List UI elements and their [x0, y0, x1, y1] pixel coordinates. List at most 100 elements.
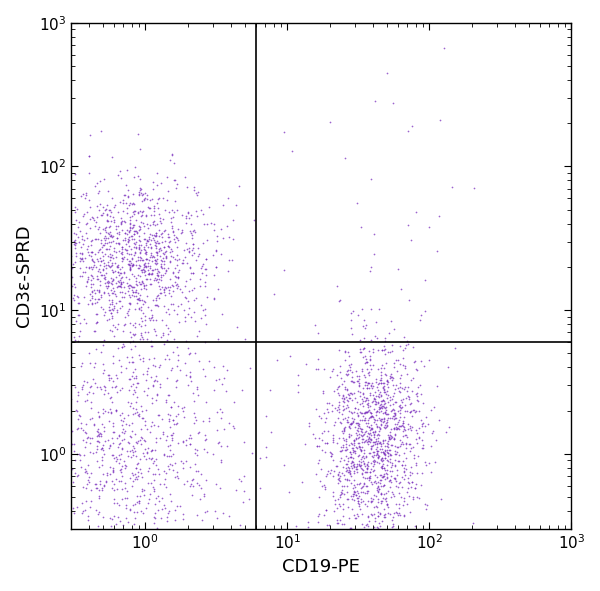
Point: [351, 463, 361, 472]
Point: [169, 286, 178, 296]
Point: [117, 244, 127, 254]
Point: [159, 256, 169, 266]
Point: [347, 456, 357, 466]
Point: [138, 218, 148, 228]
Point: [378, 378, 388, 388]
Point: [210, 506, 220, 516]
Point: [386, 369, 396, 379]
Point: [186, 376, 196, 385]
Point: [86, 241, 96, 250]
Point: [343, 369, 353, 378]
Point: [387, 522, 397, 531]
Point: [367, 381, 376, 391]
Point: [95, 245, 105, 254]
Point: [363, 398, 373, 408]
Point: [155, 244, 164, 254]
Point: [127, 269, 137, 278]
Point: [386, 431, 396, 441]
Point: [412, 425, 421, 434]
Point: [115, 296, 124, 306]
Point: [143, 242, 152, 252]
Point: [190, 228, 199, 237]
Point: [361, 372, 370, 381]
Point: [137, 266, 146, 275]
Point: [117, 462, 127, 471]
Point: [314, 517, 323, 527]
Point: [364, 423, 373, 432]
Point: [332, 504, 342, 513]
Point: [358, 304, 367, 314]
Point: [184, 434, 194, 443]
Point: [96, 444, 106, 454]
Point: [397, 402, 406, 412]
Point: [334, 467, 344, 476]
Point: [228, 234, 238, 243]
Point: [86, 262, 96, 272]
Point: [310, 433, 320, 443]
Point: [129, 251, 139, 260]
Point: [173, 310, 182, 319]
Point: [137, 472, 147, 482]
Point: [363, 486, 373, 495]
Point: [404, 479, 414, 488]
Point: [266, 427, 275, 437]
Point: [372, 449, 382, 458]
Point: [409, 443, 418, 452]
Point: [356, 430, 365, 440]
Point: [350, 423, 359, 432]
Point: [86, 403, 96, 413]
Point: [137, 190, 147, 200]
Point: [125, 219, 135, 228]
Point: [77, 361, 86, 371]
Point: [88, 413, 97, 423]
Point: [359, 446, 368, 455]
Point: [177, 288, 187, 297]
Point: [168, 268, 178, 278]
Point: [151, 300, 161, 310]
Point: [117, 420, 127, 430]
Point: [349, 443, 358, 453]
Point: [91, 505, 101, 514]
Point: [160, 340, 169, 349]
Point: [370, 249, 379, 258]
Point: [108, 275, 118, 285]
Point: [330, 404, 340, 413]
Point: [143, 363, 153, 373]
Point: [340, 348, 349, 357]
Point: [391, 410, 400, 420]
Point: [406, 398, 416, 408]
Point: [163, 187, 172, 196]
Point: [82, 395, 92, 405]
Point: [209, 225, 218, 235]
Point: [90, 378, 100, 388]
Point: [199, 219, 209, 228]
Point: [151, 230, 160, 240]
Point: [369, 455, 379, 465]
Point: [95, 382, 105, 392]
Point: [379, 382, 389, 391]
Point: [127, 235, 136, 244]
Point: [108, 438, 118, 447]
Point: [359, 415, 368, 424]
Point: [124, 438, 134, 447]
Point: [359, 408, 369, 418]
Point: [142, 366, 152, 376]
Point: [421, 421, 430, 431]
Point: [118, 301, 127, 310]
Point: [152, 391, 161, 400]
Point: [123, 191, 133, 201]
Point: [424, 458, 434, 467]
Point: [138, 449, 148, 458]
Point: [379, 385, 388, 394]
Point: [383, 397, 393, 407]
Point: [96, 235, 106, 244]
Point: [418, 421, 427, 430]
Point: [197, 515, 207, 525]
Point: [67, 263, 77, 272]
Point: [136, 439, 145, 449]
Point: [145, 229, 154, 239]
Point: [145, 235, 154, 244]
Point: [95, 479, 105, 489]
Point: [131, 276, 141, 285]
Point: [439, 44, 449, 53]
